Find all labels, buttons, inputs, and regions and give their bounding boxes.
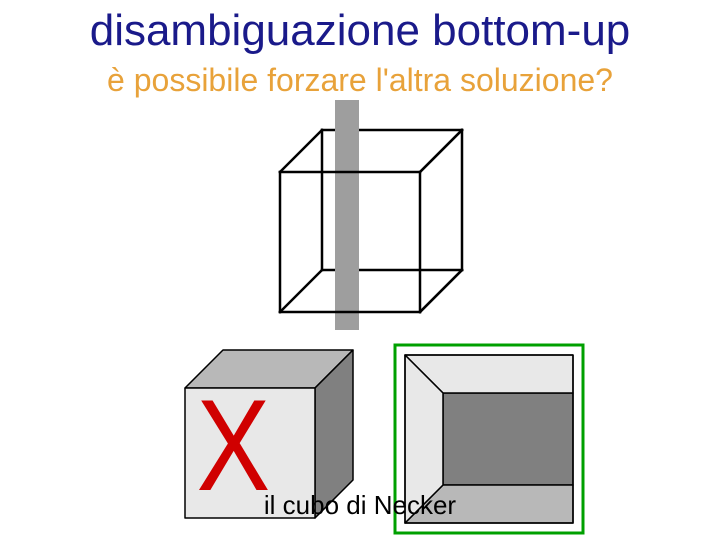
- slide-title: disambiguazione bottom-up: [0, 6, 720, 56]
- occluding-bar: [335, 100, 359, 330]
- slide: disambiguazione bottom-up è possibile fo…: [0, 0, 720, 540]
- figure-area: X: [0, 100, 720, 480]
- slide-subtitle: è possibile forzare l'altra soluzione?: [0, 62, 720, 99]
- slide-caption: il cubo di Necker: [0, 490, 720, 521]
